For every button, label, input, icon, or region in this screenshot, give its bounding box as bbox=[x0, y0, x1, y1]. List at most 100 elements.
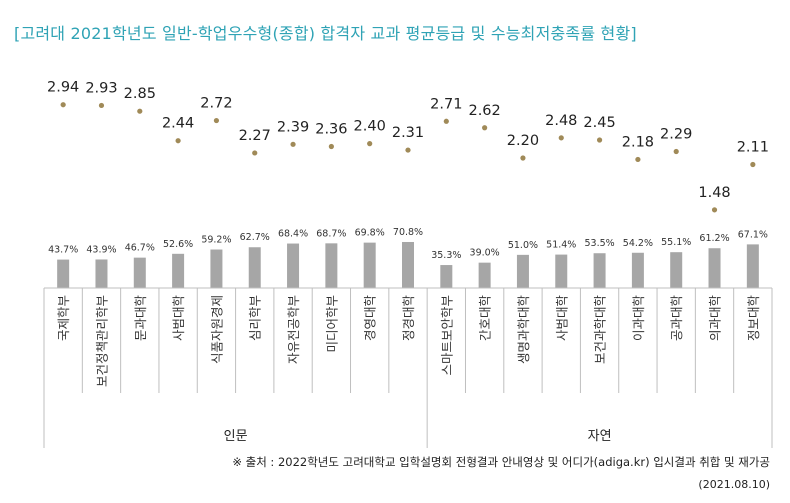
rate-bar bbox=[708, 248, 721, 288]
rate-bar bbox=[287, 243, 300, 288]
rate-bar bbox=[402, 241, 414, 288]
rate-label: 39.0% bbox=[470, 248, 500, 259]
category-label: 사범대학 bbox=[554, 295, 569, 342]
rate-label: 53.5% bbox=[584, 238, 614, 249]
grade-label: 2.71 bbox=[430, 96, 462, 112]
grade-dot bbox=[137, 108, 143, 114]
grade-label: 2.40 bbox=[354, 119, 386, 135]
rate-bar bbox=[670, 252, 683, 288]
category-label: 생명과학대학 bbox=[516, 295, 531, 365]
category-label: 의과대학 bbox=[708, 295, 723, 342]
rate-bar bbox=[133, 257, 146, 288]
grade-dot bbox=[60, 102, 66, 108]
grade-label: 2.31 bbox=[392, 125, 424, 141]
rate-label: 68.4% bbox=[278, 229, 308, 240]
chart-title: [고려대 2021학년도 일반-학업우수형(종합) 합격자 교과 평균등급 및 … bbox=[14, 24, 637, 43]
category-label: 보건과학대학 bbox=[593, 295, 608, 365]
rate-label: 68.7% bbox=[316, 228, 346, 239]
category-label: 경영대학 bbox=[363, 295, 378, 342]
grade-dot bbox=[213, 117, 220, 124]
grade-label: 2.39 bbox=[277, 119, 309, 135]
source-date: (2021.08.10) bbox=[698, 478, 770, 491]
rate-bar bbox=[172, 253, 185, 288]
grade-label: 2.93 bbox=[85, 80, 117, 96]
category-label: 자유전공학부 bbox=[286, 295, 301, 364]
category-label: 정보대학 bbox=[746, 295, 761, 342]
rate-bar bbox=[363, 242, 376, 288]
rate-label: 43.9% bbox=[86, 244, 116, 255]
grade-label: 2.18 bbox=[622, 134, 654, 150]
rate-bar bbox=[210, 249, 223, 288]
rate-label: 70.8% bbox=[393, 227, 423, 238]
rate-label: 52.6% bbox=[163, 239, 193, 250]
grade-label: 2.20 bbox=[507, 133, 539, 149]
rate-label: 61.2% bbox=[699, 233, 729, 244]
rate-label: 54.2% bbox=[623, 238, 653, 249]
rate-label: 46.7% bbox=[125, 243, 155, 254]
rate-label: 62.7% bbox=[240, 232, 270, 243]
grade-dot bbox=[558, 135, 564, 141]
category-label: 식품자원경제 bbox=[209, 295, 224, 364]
grade-label: 2.45 bbox=[583, 115, 615, 131]
rate-bar bbox=[57, 259, 70, 288]
category-label: 공과대학 bbox=[669, 295, 684, 342]
grade-dot bbox=[405, 147, 411, 153]
rate-bar bbox=[325, 243, 338, 288]
grade-label: 2.36 bbox=[315, 121, 347, 137]
grade-dot bbox=[596, 137, 603, 143]
grade-label: 2.94 bbox=[47, 80, 79, 96]
source-note: ※ 출처 : 2022학년도 고려대학교 입학설명회 전형결과 안내영상 및 어… bbox=[232, 455, 770, 469]
rate-label: 67.1% bbox=[738, 229, 768, 240]
category-label: 정경대학 bbox=[401, 295, 416, 342]
grade-label: 2.85 bbox=[124, 86, 156, 102]
group-label: 자연 bbox=[588, 429, 612, 444]
category-label: 심리학부 bbox=[248, 295, 263, 341]
category-label: 보건정책관리학부 bbox=[94, 295, 109, 387]
grade-label: 2.62 bbox=[468, 103, 500, 119]
grade-dot bbox=[482, 125, 488, 131]
grade-dot bbox=[367, 141, 373, 147]
grade-dot bbox=[328, 143, 334, 150]
grade-label: 2.11 bbox=[737, 139, 769, 155]
category-label: 국제학부 bbox=[56, 295, 71, 341]
category-label: 문과대학 bbox=[133, 295, 148, 342]
rate-bar bbox=[478, 262, 491, 288]
grade-dot bbox=[98, 102, 105, 109]
category-label: 이과대학 bbox=[631, 295, 646, 342]
grade-dot bbox=[635, 156, 641, 163]
grade-dot bbox=[750, 161, 756, 168]
rate-bar bbox=[95, 259, 108, 288]
rate-bar bbox=[516, 254, 529, 288]
category-label: 미디어학부 bbox=[324, 295, 339, 353]
grade-dot bbox=[520, 155, 526, 161]
rate-bar bbox=[746, 244, 759, 288]
grade-label: 2.44 bbox=[162, 116, 194, 132]
group-label: 인문 bbox=[224, 429, 248, 444]
rate-label: 35.3% bbox=[431, 250, 461, 261]
category-label: 간호대학 bbox=[478, 295, 493, 342]
rate-label: 51.0% bbox=[508, 240, 538, 251]
rate-label: 51.4% bbox=[546, 240, 576, 251]
rate-label: 43.7% bbox=[48, 245, 78, 256]
category-label: 스마트보안학부 bbox=[439, 295, 454, 376]
rate-label: 69.8% bbox=[355, 228, 385, 239]
grade-label: 2.27 bbox=[239, 128, 271, 144]
grade-label: 1.48 bbox=[698, 185, 730, 201]
grade-dot bbox=[175, 138, 181, 144]
grade-label: 2.48 bbox=[545, 113, 577, 129]
rate-bar bbox=[440, 265, 453, 288]
rate-bar bbox=[555, 254, 568, 288]
grade-dot bbox=[252, 150, 258, 156]
rate-label: 59.2% bbox=[201, 235, 231, 246]
grade-dot bbox=[711, 207, 718, 213]
grade-dot bbox=[290, 141, 296, 147]
category-label: 사범대학 bbox=[171, 295, 186, 342]
grade-dot bbox=[673, 148, 679, 155]
grade-dot bbox=[443, 118, 449, 124]
rate-bar bbox=[631, 252, 644, 288]
rate-bar bbox=[248, 247, 261, 288]
rate-label: 55.1% bbox=[661, 237, 691, 248]
grade-label: 2.72 bbox=[200, 96, 232, 112]
